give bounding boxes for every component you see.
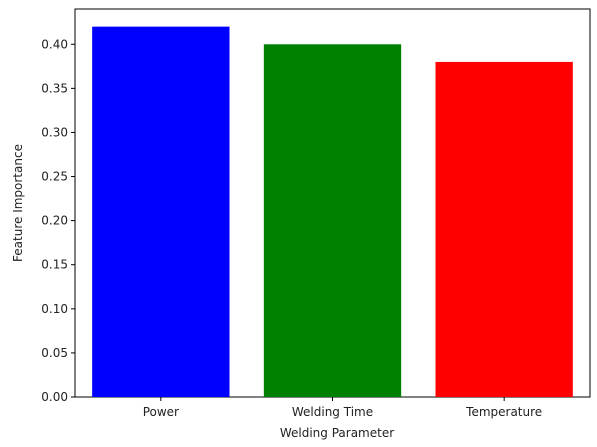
y-tick-label: 0.10 (41, 302, 68, 316)
y-tick-label: 0.05 (41, 346, 68, 360)
y-tick-label: 0.40 (41, 37, 68, 51)
bar-temperature (435, 61, 573, 398)
y-tick-label: 0.30 (41, 125, 68, 139)
x-axis-label: Welding Parameter (280, 426, 394, 440)
y-tick-label: 0.35 (41, 81, 68, 95)
x-tick-label: Temperature (465, 405, 542, 419)
x-tick-label: Power (143, 405, 179, 419)
x-axis: Power Welding Time Temperature (143, 397, 542, 419)
y-tick-label: 0.15 (41, 258, 68, 272)
y-tick-label: 0.20 (41, 214, 68, 228)
y-tick-label: 0.25 (41, 170, 68, 184)
bar-welding-time (263, 44, 402, 397)
x-tick-label: Welding Time (292, 405, 373, 419)
y-axis: 0.00 0.05 0.10 0.15 0.20 0.25 0.30 0.35 0.40 (41, 37, 75, 404)
bar-power (92, 26, 230, 398)
y-tick-label: 0.00 (41, 390, 68, 404)
bars-layer (92, 26, 573, 398)
y-axis-label: Feature Importance (11, 144, 25, 262)
